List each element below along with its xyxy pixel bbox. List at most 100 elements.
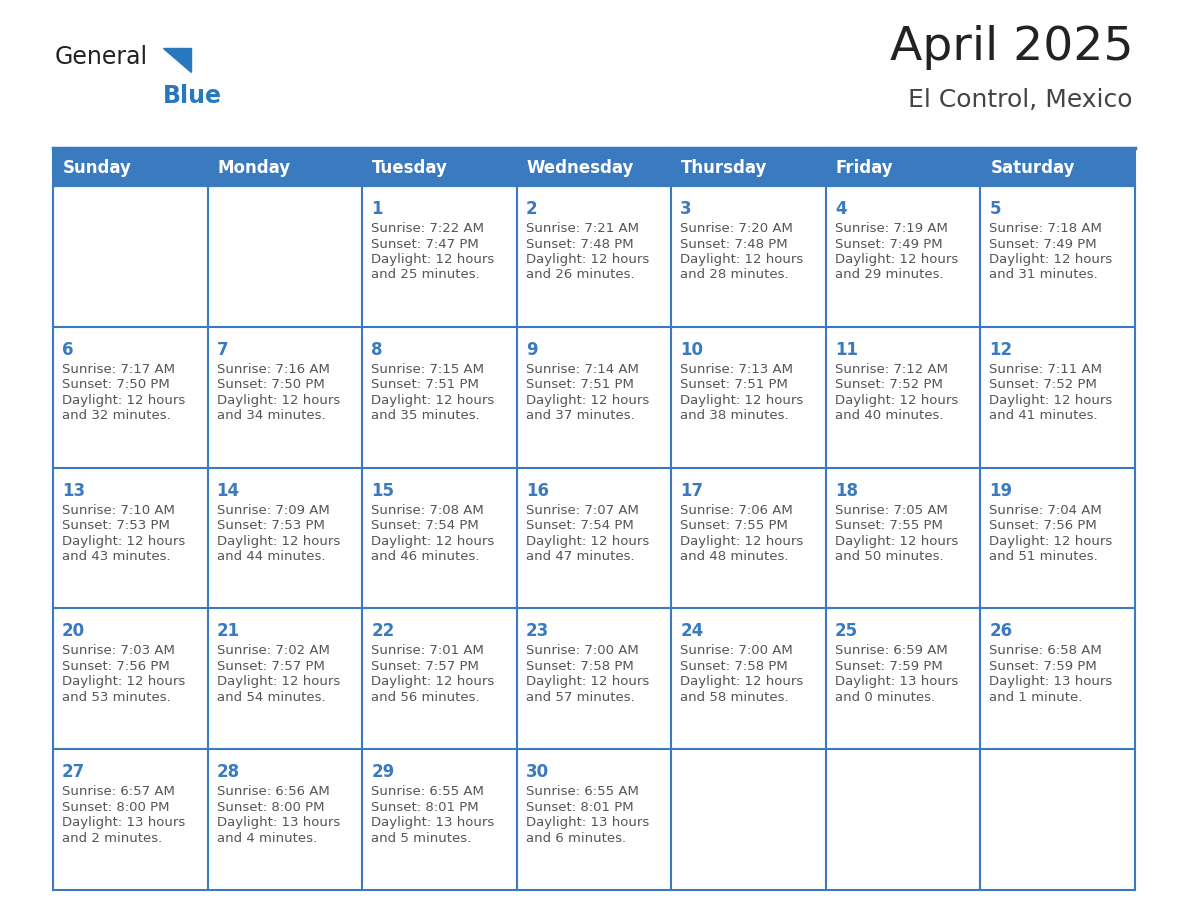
Bar [517,749,671,890]
Bar [362,186,517,327]
Text: Daylight: 12 hours: Daylight: 12 hours [835,253,958,266]
Bar [980,467,1135,609]
Text: and 57 minutes.: and 57 minutes. [526,691,634,704]
Bar [980,327,1135,467]
Text: Daylight: 12 hours: Daylight: 12 hours [835,394,958,407]
Text: and 26 minutes.: and 26 minutes. [526,268,634,282]
Text: Sunset: 7:52 PM: Sunset: 7:52 PM [990,378,1098,391]
Text: Sunset: 7:56 PM: Sunset: 7:56 PM [62,660,170,673]
Text: Sunrise: 7:02 AM: Sunrise: 7:02 AM [216,644,329,657]
Text: Sunrise: 7:20 AM: Sunrise: 7:20 AM [681,222,794,235]
Text: Friday: Friday [836,159,893,177]
Text: Saturday: Saturday [991,159,1075,177]
Text: and 48 minutes.: and 48 minutes. [681,550,789,563]
Text: Sunrise: 7:21 AM: Sunrise: 7:21 AM [526,222,639,235]
Text: and 35 minutes.: and 35 minutes. [371,409,480,422]
Text: and 2 minutes.: and 2 minutes. [62,832,163,845]
Text: 15: 15 [371,482,394,499]
Text: Sunrise: 7:01 AM: Sunrise: 7:01 AM [371,644,484,657]
Text: Wednesday: Wednesday [526,159,634,177]
Text: 11: 11 [835,341,858,359]
Bar [671,467,826,609]
Text: Sunrise: 7:09 AM: Sunrise: 7:09 AM [216,504,329,517]
Text: and 50 minutes.: and 50 minutes. [835,550,943,563]
Text: Sunset: 7:56 PM: Sunset: 7:56 PM [990,519,1098,532]
Text: Sunrise: 7:13 AM: Sunrise: 7:13 AM [681,363,794,375]
Text: 26: 26 [990,622,1012,641]
Text: Daylight: 12 hours: Daylight: 12 hours [216,676,340,688]
Bar [671,749,826,890]
Text: 25: 25 [835,622,858,641]
Text: Sunset: 7:50 PM: Sunset: 7:50 PM [216,378,324,391]
Text: and 32 minutes.: and 32 minutes. [62,409,171,422]
Text: 10: 10 [681,341,703,359]
Text: Daylight: 13 hours: Daylight: 13 hours [216,816,340,829]
Bar [980,148,1135,186]
Text: and 29 minutes.: and 29 minutes. [835,268,943,282]
Bar [826,609,980,749]
Text: and 44 minutes.: and 44 minutes. [216,550,326,563]
Bar [671,609,826,749]
Text: April 2025: April 2025 [890,25,1133,70]
Text: Sunset: 7:49 PM: Sunset: 7:49 PM [990,238,1097,251]
Text: and 0 minutes.: and 0 minutes. [835,691,935,704]
Text: Sunrise: 7:00 AM: Sunrise: 7:00 AM [681,644,794,657]
Text: 4: 4 [835,200,847,218]
Bar [208,467,362,609]
Text: Daylight: 12 hours: Daylight: 12 hours [62,534,185,548]
Text: Sunrise: 7:12 AM: Sunrise: 7:12 AM [835,363,948,375]
Bar [53,467,208,609]
Text: Sunset: 7:55 PM: Sunset: 7:55 PM [835,519,943,532]
Text: Blue: Blue [163,84,222,108]
Text: and 47 minutes.: and 47 minutes. [526,550,634,563]
Text: Sunday: Sunday [63,159,132,177]
Text: Daylight: 13 hours: Daylight: 13 hours [526,816,649,829]
Text: Sunrise: 7:06 AM: Sunrise: 7:06 AM [681,504,794,517]
Text: Daylight: 12 hours: Daylight: 12 hours [216,394,340,407]
Text: Sunset: 7:55 PM: Sunset: 7:55 PM [681,519,788,532]
Text: Daylight: 12 hours: Daylight: 12 hours [526,534,649,548]
Text: Sunrise: 6:59 AM: Sunrise: 6:59 AM [835,644,948,657]
Text: Daylight: 12 hours: Daylight: 12 hours [62,394,185,407]
Text: Sunrise: 6:55 AM: Sunrise: 6:55 AM [526,785,639,798]
Text: Sunset: 7:53 PM: Sunset: 7:53 PM [216,519,324,532]
Text: and 53 minutes.: and 53 minutes. [62,691,171,704]
Text: and 40 minutes.: and 40 minutes. [835,409,943,422]
Text: Sunset: 7:59 PM: Sunset: 7:59 PM [990,660,1098,673]
Text: Sunrise: 7:05 AM: Sunrise: 7:05 AM [835,504,948,517]
Text: Daylight: 13 hours: Daylight: 13 hours [371,816,494,829]
Text: Sunrise: 7:07 AM: Sunrise: 7:07 AM [526,504,639,517]
Text: Sunset: 8:00 PM: Sunset: 8:00 PM [216,800,324,813]
Text: 21: 21 [216,622,240,641]
Text: Sunset: 7:54 PM: Sunset: 7:54 PM [371,519,479,532]
Bar [826,327,980,467]
Text: 1: 1 [371,200,383,218]
Bar [53,327,208,467]
Text: and 58 minutes.: and 58 minutes. [681,691,789,704]
Bar [208,609,362,749]
Text: and 51 minutes.: and 51 minutes. [990,550,1098,563]
Text: Sunset: 7:51 PM: Sunset: 7:51 PM [526,378,633,391]
Text: 16: 16 [526,482,549,499]
Text: Sunset: 8:01 PM: Sunset: 8:01 PM [371,800,479,813]
Text: Sunrise: 7:16 AM: Sunrise: 7:16 AM [216,363,329,375]
Bar [53,148,208,186]
Text: 20: 20 [62,622,86,641]
Text: Daylight: 12 hours: Daylight: 12 hours [371,394,494,407]
Text: and 1 minute.: and 1 minute. [990,691,1082,704]
Text: Daylight: 13 hours: Daylight: 13 hours [990,676,1113,688]
Text: Daylight: 12 hours: Daylight: 12 hours [990,394,1113,407]
Text: and 28 minutes.: and 28 minutes. [681,268,789,282]
Text: Daylight: 12 hours: Daylight: 12 hours [681,253,803,266]
Text: Sunset: 7:54 PM: Sunset: 7:54 PM [526,519,633,532]
Text: Daylight: 13 hours: Daylight: 13 hours [62,816,185,829]
Text: Daylight: 12 hours: Daylight: 12 hours [371,676,494,688]
Bar [671,327,826,467]
Text: and 38 minutes.: and 38 minutes. [681,409,789,422]
Text: 29: 29 [371,763,394,781]
Text: 12: 12 [990,341,1012,359]
Text: Sunset: 7:51 PM: Sunset: 7:51 PM [371,378,479,391]
Text: Sunset: 7:59 PM: Sunset: 7:59 PM [835,660,942,673]
Text: and 54 minutes.: and 54 minutes. [216,691,326,704]
Text: and 56 minutes.: and 56 minutes. [371,691,480,704]
